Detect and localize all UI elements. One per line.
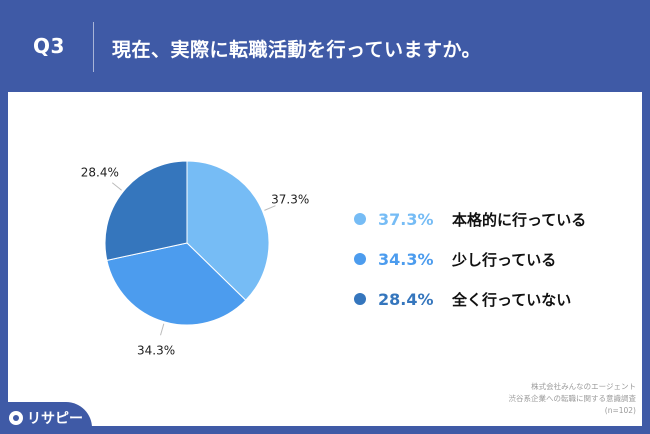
pie-slice bbox=[186, 160, 270, 301]
legend-dot bbox=[354, 293, 366, 305]
question-title: 現在、実際に転職活動を行っていますか。 bbox=[112, 39, 482, 61]
data-label: 28.4% bbox=[81, 166, 119, 180]
pie-slice bbox=[104, 160, 188, 261]
header: Q3 現在、実際に転職活動を行っていますか。 bbox=[0, 0, 650, 92]
leader-line bbox=[264, 205, 276, 211]
brand-logo: リサピー bbox=[0, 402, 92, 434]
location-pin-icon bbox=[9, 411, 23, 425]
brand-name: リサピー bbox=[27, 411, 83, 427]
data-label: 37.3% bbox=[271, 192, 309, 206]
legend-percent: 34.3% bbox=[378, 249, 434, 269]
source-company: 株式会社みんなのエージェント bbox=[531, 382, 636, 391]
leader-line bbox=[111, 182, 122, 191]
data-label: 34.3% bbox=[137, 344, 175, 358]
legend-dot bbox=[354, 213, 366, 225]
header-divider bbox=[93, 22, 94, 72]
legend-percent: 37.3% bbox=[378, 209, 434, 229]
legend-label: 少し行っている bbox=[452, 250, 557, 269]
legend-item: 37.3% 本格的に行っている bbox=[354, 204, 586, 234]
pie-slice bbox=[106, 242, 247, 326]
legend-dot bbox=[354, 253, 366, 265]
source-sample: (n=102) bbox=[604, 406, 636, 415]
source-survey: 渋谷系企業への転職に関する意識調査 bbox=[508, 394, 637, 403]
source-note: 株式会社みんなのエージェント 渋谷系企業への転職に関する意識調査 (n=102) bbox=[509, 381, 637, 417]
legend-label: 全く行っていない bbox=[452, 290, 572, 309]
question-number: Q3 bbox=[33, 34, 65, 58]
legend-item: 34.3% 少し行っている bbox=[354, 244, 556, 274]
legend-label: 本格的に行っている bbox=[452, 210, 587, 229]
legend-item: 28.4% 全く行っていない bbox=[354, 284, 571, 314]
legend-percent: 28.4% bbox=[378, 289, 434, 309]
leader-line bbox=[160, 323, 165, 336]
